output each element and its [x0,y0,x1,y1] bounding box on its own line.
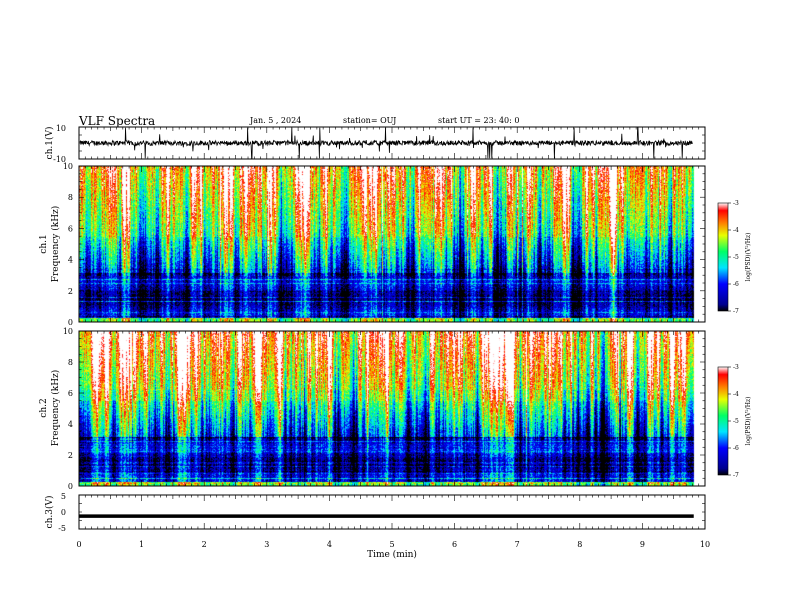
ch1-colorbar [717,202,729,312]
station-label: station= OUJ [343,116,397,125]
ch3-ytick-bottom: -5 [58,524,66,533]
ch1-spectrogram-image [79,166,705,322]
colorbar-tick-label: -4 [733,227,739,234]
freq-tick-label: 4 [68,420,73,429]
colorbar-tick-label: -3 [733,200,739,207]
ch1-ylabel: ch.1(V) [44,127,55,160]
ch1-ylabel-frequency: Frequency (kHz) [50,206,61,283]
freq-tick-label: 8 [68,193,73,202]
start-time-label: start UT = 23: 40: 0 [438,116,520,125]
ch1-ylabel-channel: ch.1 [39,234,49,253]
x-tick-label: 9 [640,540,645,549]
date-label: Jan. 5 , 2024 [250,116,302,125]
chart-title: VLF Spectra [79,114,156,128]
ch3-ytick-mid: 0 [61,508,66,517]
colorbar-tick-label: -3 [733,364,739,371]
ch1-waveform-line [79,127,693,159]
ch2-colorbar [717,366,729,476]
freq-tick-label: 2 [68,287,73,296]
x-tick-label: 4 [327,540,332,549]
colorbar-tick-label: -4 [733,391,739,398]
x-tick-label: 2 [202,540,207,549]
freq-tick-label: 6 [68,389,73,398]
colorbar-tick-label: -5 [733,418,739,425]
ch3-ylabel: ch.3(V) [44,496,55,529]
ch2-spectrogram-image [79,331,705,486]
freq-tick-label: 0 [68,482,73,491]
freq-tick-label: 6 [68,224,73,233]
freq-tick-label: 2 [68,451,73,460]
x-tick-label: 1 [139,540,144,549]
ch3-trace-panel: 5 0 -5 ch.3(V) [44,492,706,533]
x-tick-label: 6 [452,540,457,549]
x-tick-label: 0 [76,540,81,549]
freq-tick-label: 4 [68,256,73,265]
ch2-ylabel-channel: ch.2 [39,398,49,417]
colorbar-tick-label: -6 [733,445,739,452]
x-tick-label: 3 [264,540,269,549]
ch1-ytick-top: 10 [56,124,66,133]
ch1-waveform-panel: 10 -10 ch.1(V) [44,124,706,164]
ch1-colorbar-label: log(PSD)(V²/Hz) [745,233,752,282]
freq-tick-label: 0 [68,318,73,327]
freq-tick-label: 10 [63,162,73,171]
freq-tick-label: 10 [63,327,73,336]
colorbar-tick-label: -6 [733,281,739,288]
ch2-ylabel-frequency: Frequency (kHz) [50,370,61,447]
x-tick-label: 10 [700,540,710,549]
colorbar-tick-label: -5 [733,254,739,261]
colorbar-tick-label: -7 [733,472,739,479]
ch2-colorbar-label: log(PSD)(V²/Hz) [745,397,752,446]
x-tick-label: 8 [577,540,582,549]
freq-tick-label: 8 [68,358,73,367]
colorbar-tick-label: -7 [733,308,739,315]
x-tick-label: 7 [515,540,520,549]
x-tick-label: 5 [389,540,394,549]
ch1-ytick-bottom: -10 [53,155,66,164]
x-axis-label: Time (min) [367,549,417,560]
ch3-ytick-top: 5 [61,492,66,501]
